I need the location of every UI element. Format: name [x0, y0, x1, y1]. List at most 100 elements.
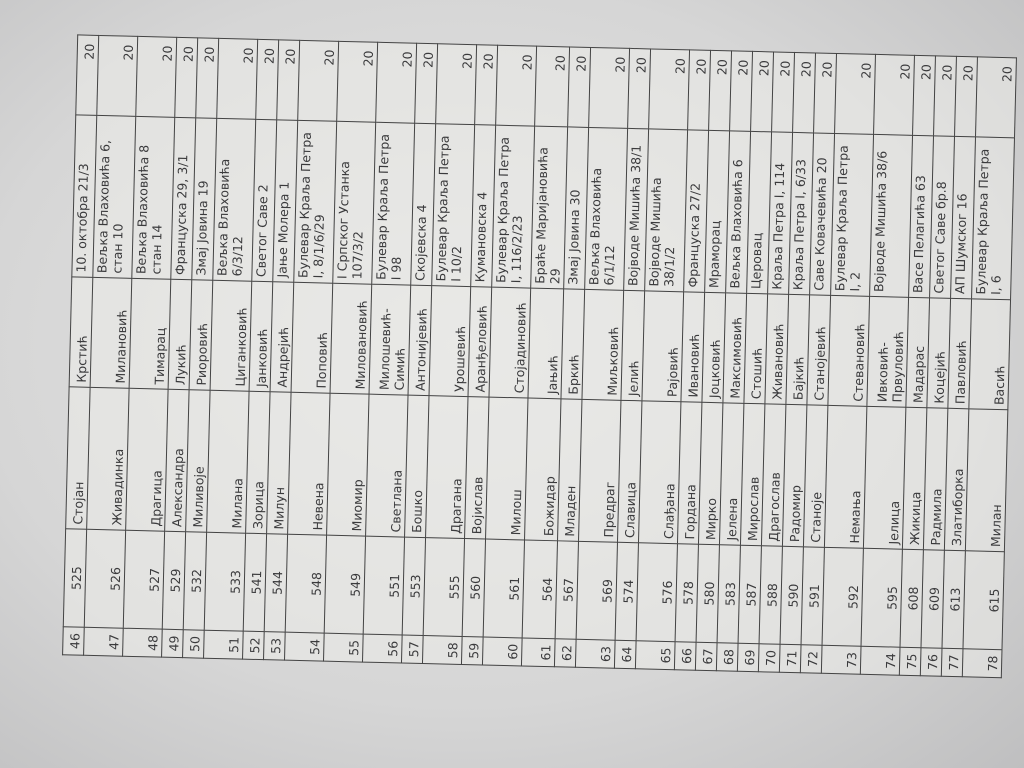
address-cell: I Српског Устанка 107/3/2: [332, 121, 376, 285]
id-cell: 569: [576, 541, 618, 641]
address-cell: Браће Маријановића 29: [530, 126, 568, 289]
id-cell: 561: [483, 539, 525, 638]
value-cell: 20: [729, 50, 753, 132]
last-name-cell: Миловановић: [330, 283, 372, 395]
first-name-cell: Живадинка: [86, 387, 130, 531]
value-cell: 20: [873, 54, 915, 136]
address-cell: Војводе Мишића 38/1/2: [644, 128, 688, 292]
value-cell: 20: [567, 46, 591, 128]
row-number-cell: 76: [920, 647, 942, 677]
row-number-cell: 52: [242, 631, 265, 660]
value-cell: 20: [708, 50, 732, 131]
value-cell: 20: [792, 52, 816, 133]
value-cell: 20: [75, 34, 99, 116]
value-cell: 20: [174, 37, 198, 118]
value-cell: 20: [912, 55, 936, 136]
row-number-cell: 64: [614, 640, 637, 669]
first-name-cell: Божидар: [524, 398, 561, 541]
last-name-cell: Бркић: [560, 288, 585, 400]
last-name-cell: Антонијевић: [408, 285, 432, 396]
first-name-cell: Светлана: [365, 394, 409, 538]
last-name-cell: Стевановић: [827, 295, 870, 407]
last-name-cell: Коцејић: [926, 297, 951, 409]
row-number-cell: 56: [362, 634, 403, 664]
value-cell: 20: [297, 40, 339, 122]
row-number-cell: 73: [821, 645, 862, 675]
id-cell: 533: [204, 532, 246, 632]
last-name-cell: Јанковић: [249, 281, 273, 392]
last-name-cell: Стојадиновић: [488, 287, 531, 399]
id-cell: 544: [264, 533, 288, 633]
id-cell: 587: [738, 545, 762, 644]
last-name-cell: Мадарас: [905, 297, 930, 408]
last-name-cell: Станојевић: [806, 294, 831, 406]
value-cell: 20: [435, 43, 477, 125]
value-cell: 20: [750, 51, 774, 132]
id-cell: 595: [861, 548, 903, 648]
id-cell: 609: [921, 549, 945, 649]
last-name-cell: Ивковић-Првуловић: [866, 296, 909, 408]
id-cell: 525: [63, 528, 87, 628]
id-cell: 526: [84, 529, 126, 629]
last-name-cell: Бајкић: [785, 294, 810, 405]
row-number-cell: 65: [635, 640, 676, 670]
address-cell: Булевар Краља Петра I, 6: [971, 136, 1015, 300]
last-name-cell: Андрејић: [270, 281, 294, 393]
value-cell: 20: [495, 45, 537, 127]
id-cell: 578: [675, 543, 699, 643]
last-name-cell: Живановић: [764, 293, 789, 405]
row-number-cell: 58: [422, 635, 463, 665]
id-cell: 576: [636, 542, 678, 642]
address-cell: Булевар Краља Петра I 10/2: [431, 123, 475, 287]
first-name-cell: Драгица: [125, 388, 169, 532]
id-cell: 591: [801, 546, 825, 646]
first-name-cell: Немања: [824, 405, 867, 549]
row-number-cell: 55: [323, 633, 364, 663]
first-name-cell: Предраг: [578, 399, 621, 543]
residents-table: 46 525 Стојан Крстић 10. октобра 21/3 20 47 526…: [62, 34, 1017, 678]
row-number-cell: 51: [203, 630, 244, 660]
id-cell: 541: [243, 533, 267, 632]
last-name-cell: Милановић: [90, 277, 132, 389]
value-cell: 20: [135, 36, 177, 118]
value-cell: 20: [195, 37, 219, 119]
id-cell: 555: [423, 537, 465, 637]
value-cell: 20: [954, 56, 978, 137]
last-name-cell: Милошевић-Симић: [369, 284, 411, 396]
row-number-cell: 67: [695, 642, 718, 671]
last-name-cell: Миљковић: [581, 289, 624, 401]
id-cell: 560: [462, 538, 486, 638]
id-cell: 532: [183, 531, 207, 631]
row-number-cell: 72: [800, 644, 823, 674]
last-name-cell: Тимарац: [129, 278, 171, 390]
id-cell: 583: [717, 544, 741, 644]
id-cell: 592: [822, 547, 864, 647]
value-cell: 20: [771, 51, 795, 133]
row-number-cell: 62: [554, 638, 577, 668]
id-cell: 549: [324, 535, 366, 635]
row-number-cell: 77: [941, 648, 963, 677]
address-cell: Вељка Влаховића 6, стан 10: [92, 115, 136, 279]
last-name-cell: Урошевић: [429, 285, 471, 397]
value-cell: 20: [975, 56, 1017, 138]
row-number-cell: 68: [716, 642, 739, 672]
id-cell: 553: [402, 537, 426, 636]
row-number-cell: 78: [962, 648, 1002, 678]
address-cell: Вељка Влаховића 6/3/12: [212, 118, 256, 282]
id-cell: 580: [696, 544, 720, 643]
row-number-cell: 71: [779, 644, 802, 673]
address-cell: Булевар Краља Петра I 98: [371, 122, 415, 286]
address-cell: Булевар Краља Петра I, 8/1/6/29: [293, 120, 337, 284]
row-number-cell: 47: [83, 627, 124, 657]
last-name-cell: Јањић: [527, 288, 564, 399]
row-number-cell: 46: [62, 626, 85, 656]
last-name-cell: Ивановић: [680, 291, 705, 403]
row-number-cell: 49: [161, 629, 184, 658]
address-cell: Булевар Краља Петра I, 116/2/23: [491, 125, 535, 289]
id-cell: 567: [555, 540, 579, 640]
last-name-cell: Васић: [968, 298, 1011, 410]
address-cell: Вељка Влаховића 6/1/12: [584, 127, 628, 291]
last-name-cell: Јелић: [620, 290, 645, 401]
address-cell: Булевар Краља Петра I, 2: [830, 133, 874, 297]
first-name-cell: Милан: [965, 408, 1008, 552]
